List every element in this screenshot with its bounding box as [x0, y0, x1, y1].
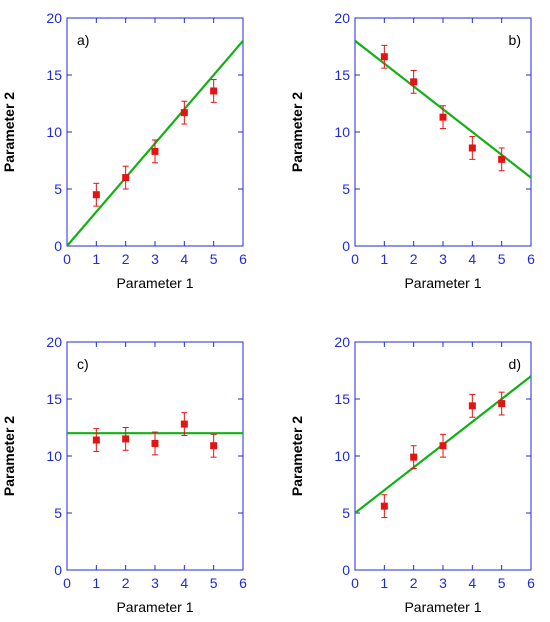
data-point [380, 53, 388, 61]
data-point [92, 191, 100, 199]
y-tick-label: 20 [46, 10, 62, 26]
y-tick-label: 5 [342, 181, 350, 197]
x-tick-label: 0 [63, 251, 71, 267]
data-point [210, 442, 218, 450]
y-tick-label: 5 [54, 181, 62, 197]
x-axis-label: Parameter 1 [116, 599, 193, 615]
y-axis-label: Parameter 2 [1, 416, 17, 496]
x-tick-label: 3 [151, 575, 159, 591]
x-tick-label: 4 [180, 575, 188, 591]
y-tick-label: 10 [46, 448, 62, 464]
x-tick-label: 1 [380, 575, 388, 591]
data-point [468, 402, 476, 410]
x-tick-label: 5 [498, 251, 506, 267]
chart-panel: 0 1 2 3 4 5 6 0 5 10 15 20 Parameter 1 Parameter 2 c) [1, 334, 247, 615]
x-tick-label: 2 [410, 251, 418, 267]
x-tick-label: 4 [468, 575, 476, 591]
data-point [498, 155, 506, 163]
data-point [180, 420, 188, 428]
data-point [380, 502, 388, 510]
plot-frame [66, 17, 244, 247]
chart-panel: 0 1 2 3 4 5 6 0 5 10 15 20 Parameter 1 Parameter 2 b) [289, 10, 535, 291]
x-tick-label: 3 [439, 575, 447, 591]
y-axis-label: Parameter 2 [1, 92, 17, 172]
data-point [410, 78, 418, 86]
chart-panel: 0 1 2 3 4 5 6 0 5 10 15 20 Parameter 1 Parameter 2 a) [1, 10, 247, 291]
data-point [122, 174, 130, 182]
data-point [122, 435, 130, 443]
x-tick-label: 3 [439, 251, 447, 267]
x-tick-label: 4 [468, 251, 476, 267]
x-axis-label: Parameter 1 [116, 275, 193, 291]
panel-label: c) [77, 356, 89, 372]
y-tick-label: 10 [334, 448, 350, 464]
y-axis-label: Parameter 2 [289, 92, 305, 172]
x-tick-label: 0 [351, 251, 359, 267]
x-tick-label: 6 [527, 251, 535, 267]
x-tick-label: 0 [351, 575, 359, 591]
y-tick-label: 15 [46, 67, 62, 83]
x-axis-label: Parameter 1 [404, 275, 481, 291]
y-tick-label: 5 [342, 505, 350, 521]
x-axis-label: Parameter 1 [404, 599, 481, 615]
y-tick-label: 15 [46, 391, 62, 407]
x-tick-label: 4 [180, 251, 188, 267]
data-point [151, 439, 159, 447]
y-tick-label: 0 [342, 238, 350, 254]
y-tick-label: 20 [46, 334, 62, 350]
y-tick-label: 20 [334, 334, 350, 350]
x-tick-label: 5 [210, 251, 218, 267]
x-tick-label: 2 [410, 575, 418, 591]
x-tick-label: 5 [210, 575, 218, 591]
data-point [439, 113, 447, 121]
y-tick-label: 5 [54, 505, 62, 521]
y-tick-label: 10 [334, 124, 350, 140]
x-tick-label: 5 [498, 575, 506, 591]
y-tick-label: 0 [54, 562, 62, 578]
data-point [180, 109, 188, 117]
x-tick-label: 2 [122, 575, 130, 591]
plot-frame [354, 17, 532, 247]
x-tick-label: 1 [380, 251, 388, 267]
data-point [498, 400, 506, 408]
x-tick-label: 6 [527, 575, 535, 591]
data-point [439, 442, 447, 450]
y-tick-label: 10 [46, 124, 62, 140]
y-tick-label: 0 [342, 562, 350, 578]
x-tick-label: 0 [63, 575, 71, 591]
data-point [92, 436, 100, 444]
panel-label: d) [509, 356, 521, 372]
data-point [410, 453, 418, 461]
data-point [151, 147, 159, 155]
panel-label: a) [77, 32, 89, 48]
data-point [468, 144, 476, 152]
x-tick-label: 6 [239, 575, 247, 591]
y-tick-label: 0 [54, 238, 62, 254]
y-tick-label: 20 [334, 10, 350, 26]
y-axis-label: Parameter 2 [289, 416, 305, 496]
x-tick-label: 1 [92, 251, 100, 267]
panel-label: b) [509, 32, 521, 48]
data-point [210, 87, 218, 95]
x-tick-label: 6 [239, 251, 247, 267]
x-tick-label: 2 [122, 251, 130, 267]
x-tick-label: 3 [151, 251, 159, 267]
y-tick-label: 15 [334, 67, 350, 83]
chart-panel: 0 1 2 3 4 5 6 0 5 10 15 20 Parameter 1 Parameter 2 d) [289, 334, 535, 615]
y-tick-label: 15 [334, 391, 350, 407]
x-tick-label: 1 [92, 575, 100, 591]
plot-frame [66, 341, 244, 571]
